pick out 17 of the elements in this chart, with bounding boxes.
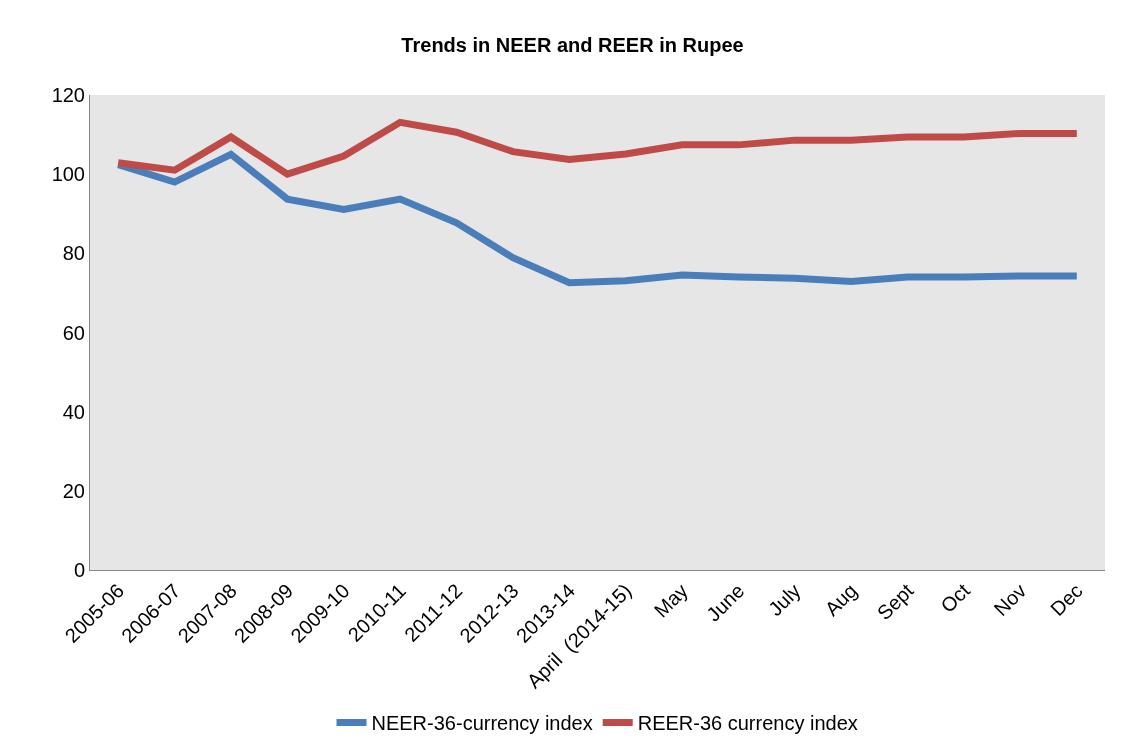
- x-tick-label: Oct: [936, 579, 975, 617]
- x-tick-label: May: [649, 579, 692, 622]
- x-tick-label: Aug: [820, 579, 862, 621]
- y-tick-label: 120: [51, 84, 85, 106]
- legend-label: REER-36 currency index: [637, 712, 858, 735]
- x-tick-label: Nov: [989, 579, 1031, 621]
- chart-title: Trends in NEER and REER in Rupee: [401, 33, 744, 56]
- x-tick-label: July: [764, 579, 805, 621]
- y-tick-label: 60: [62, 321, 85, 344]
- y-tick-label: 20: [62, 479, 85, 502]
- y-tick-label: 80: [62, 242, 85, 265]
- legend-label: NEER-36-currency index: [371, 712, 593, 735]
- x-tick-label: June: [702, 579, 749, 626]
- y-tick-label: 40: [62, 400, 85, 423]
- x-tick-label: Dec: [1046, 579, 1087, 621]
- y-tick-label: 100: [51, 163, 85, 186]
- y-tick-label: 0: [73, 559, 85, 581]
